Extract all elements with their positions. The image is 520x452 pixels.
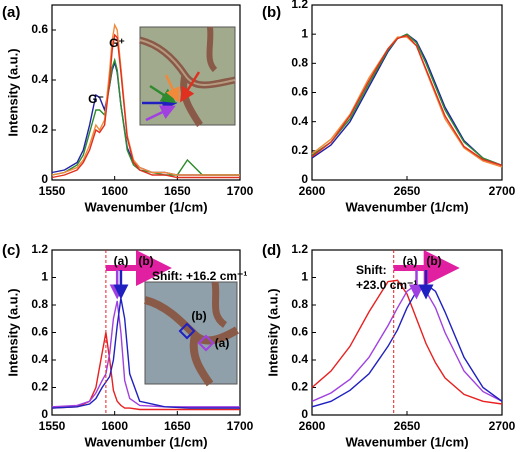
- y-tick-label: 0: [41, 172, 48, 186]
- x-tick-label: 1550: [39, 184, 66, 198]
- x-tick-label: 1650: [164, 184, 191, 198]
- y-tick-label: 0.4: [31, 352, 48, 366]
- spectrum-line: [311, 36, 503, 168]
- x-tick-label: 2600: [299, 184, 326, 198]
- annotation: G⁻: [88, 92, 104, 106]
- y-tick-label: 0.8: [31, 297, 48, 311]
- y-tick-label: 1: [301, 26, 308, 40]
- inset-label: (a): [215, 336, 230, 350]
- x-tick-label: 1700: [227, 419, 254, 433]
- x-axis-title: Wavenumber (1/cm): [345, 199, 468, 214]
- spectrum-line: [51, 297, 240, 409]
- y-tick-label: 0.4: [291, 352, 308, 366]
- spectrum-line: [311, 33, 503, 167]
- annotation: (b): [426, 254, 441, 268]
- x-tick-label: 1550: [39, 419, 66, 433]
- x-tick-label: 1700: [227, 184, 254, 198]
- y-tick-label: 0: [301, 172, 308, 186]
- y-tick-label: 0.4: [31, 72, 48, 86]
- y-tick-label: 0.4: [291, 114, 308, 128]
- annotation: Shift: +16.2 cm⁻¹: [152, 269, 247, 283]
- x-axis-title: Wavenumber (1/cm): [345, 434, 468, 449]
- x-axis-title: Wavenumber (1/cm): [84, 434, 207, 449]
- x-tick-label: 1600: [101, 184, 128, 198]
- inset-label: (b): [191, 309, 206, 323]
- spectrum-line: [311, 283, 503, 408]
- y-axis-title: Intensity (a.u.): [5, 288, 20, 376]
- y-tick-label: 1: [301, 270, 308, 284]
- annotation: (a): [403, 254, 418, 268]
- x-tick-label: 1650: [164, 419, 191, 433]
- y-tick-label: 1.2: [291, 0, 308, 11]
- y-axis-title: Intensity (a.u.): [5, 48, 20, 136]
- y-tick-label: 1.2: [31, 242, 48, 256]
- y-tick-label: 0.8: [291, 56, 308, 70]
- y-tick-label: 0.8: [291, 297, 308, 311]
- plot-frame: [311, 249, 503, 416]
- inset-image-a: [138, 26, 236, 127]
- x-tick-label: 2700: [489, 419, 516, 433]
- annotation: (a): [114, 254, 129, 268]
- x-tick-label: 2700: [489, 184, 516, 198]
- spectrum-line: [311, 279, 503, 405]
- y-tick-label: 0.2: [291, 380, 308, 394]
- y-tick-label: 1.2: [291, 242, 308, 256]
- y-tick-label: 0.2: [31, 122, 48, 136]
- annotation: G⁺: [109, 36, 125, 50]
- spectrum-line: [51, 57, 240, 176]
- panel-label: (c): [2, 242, 20, 259]
- x-tick-label: 2600: [299, 419, 326, 433]
- spectrum-line: [51, 33, 240, 179]
- x-tick-label: 2650: [394, 419, 421, 433]
- y-tick-label: 0: [301, 407, 308, 421]
- panel-label: (a): [2, 4, 20, 21]
- plots: [51, 4, 503, 416]
- x-tick-label: 2650: [394, 184, 421, 198]
- inset-image-c: [143, 281, 240, 387]
- annotation: +23.0 cm⁻¹: [356, 278, 417, 292]
- plot-frame: [51, 4, 241, 181]
- y-tick-label: 0.2: [291, 143, 308, 157]
- spectrum-line: [51, 332, 240, 411]
- y-tick-label: 0.6: [31, 325, 48, 339]
- spectrum-line: [311, 33, 503, 167]
- y-tick-label: 0.6: [291, 325, 308, 339]
- annotation: Shift:: [356, 263, 387, 277]
- x-axis-title: Wavenumber (1/cm): [84, 199, 207, 214]
- spectrum-line: [311, 283, 503, 402]
- y-tick-label: 0.6: [291, 85, 308, 99]
- panel-label: (b): [262, 4, 281, 21]
- y-tick-label: 0.2: [31, 380, 48, 394]
- spectrum-line: [311, 34, 503, 167]
- y-tick-label: 1: [41, 270, 48, 284]
- y-tick-label: 0: [41, 407, 48, 421]
- annotation: (b): [138, 254, 153, 268]
- x-tick-label: 1600: [101, 419, 128, 433]
- panel-label: (d): [262, 242, 281, 259]
- y-axis-title: Intensity (a.u.): [265, 288, 280, 376]
- y-tick-label: 0.6: [31, 22, 48, 36]
